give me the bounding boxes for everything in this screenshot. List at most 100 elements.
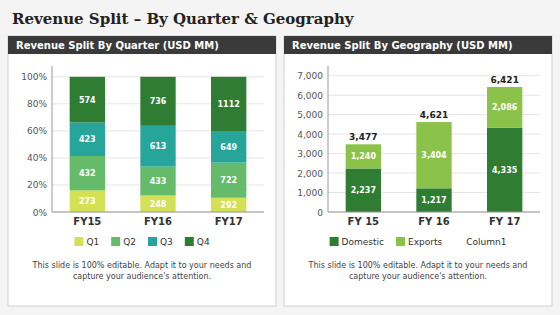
legend-swatch: [185, 237, 194, 246]
chart-page: Revenue Split – By Quarter & Geography Re…: [0, 0, 560, 315]
bar-segment: [211, 77, 246, 131]
bar-segment: [70, 190, 105, 212]
y-tick-label: 100%: [21, 72, 47, 82]
data-label: 1,217: [421, 196, 446, 205]
bar-segment: [140, 126, 175, 167]
legend-label: Q4: [197, 237, 210, 247]
data-label: 423: [79, 135, 96, 144]
bar-segment: [140, 195, 175, 212]
x-axis-line: [52, 212, 264, 213]
data-labels: 273 248 292 432 433 722 423 613 649 574 736 1112: [79, 96, 240, 210]
bars: [346, 87, 523, 212]
x-tick-label: FY16: [144, 216, 172, 227]
y-tick-label: 2,000: [297, 169, 323, 179]
x-tick-label: FY 17: [489, 216, 521, 227]
data-label: 433: [150, 177, 167, 186]
data-label: 1112: [218, 100, 240, 109]
bar-segment: [211, 131, 246, 163]
panel-background: [284, 36, 552, 306]
y-tick-label: 4,000: [297, 130, 323, 140]
chart-panel: Revenue Split By Geography (USD MM) 0 1,00…: [284, 36, 552, 306]
bars: [70, 77, 247, 212]
y-tick-label: 6,000: [297, 91, 323, 101]
data-label: 4,335: [492, 166, 518, 175]
data-labels: 2,237 1,217 4,335 1,240 3,404 2,086 3,477 4,621…: [349, 75, 519, 205]
y-tick-label: 60%: [27, 126, 47, 136]
x-tick-label: FY15: [73, 216, 101, 227]
data-label: 432: [79, 169, 96, 178]
legend-swatch: [111, 237, 120, 246]
x-tick-label: FY 16: [418, 216, 450, 227]
y-tick-label: 80%: [27, 99, 47, 109]
legend-swatch: [454, 237, 463, 246]
data-label: 613: [150, 142, 167, 151]
legend-label: Q3: [160, 237, 173, 247]
data-label: 736: [150, 97, 167, 106]
data-label: 2,086: [492, 103, 518, 112]
x-tick-label: FY17: [215, 216, 243, 227]
data-label: 2,237: [351, 186, 376, 195]
chart-title: Revenue Split By Geography (USD MM): [292, 40, 513, 51]
chart-panel: Revenue Split By Quarter (USD MM) 0% 20% 40…: [8, 36, 276, 306]
y-tick-label: 7,000: [297, 71, 323, 81]
subtitle-line: capture your audience's attention.: [73, 272, 211, 281]
grid-line: [52, 212, 264, 213]
bar-segment: [346, 144, 381, 168]
bar-segment: [487, 87, 522, 128]
bar-segment: [211, 198, 246, 212]
bar-segment: [416, 188, 451, 212]
y-tick-label: 0: [317, 208, 323, 218]
y-tick-label: 20%: [27, 180, 47, 190]
grid-line: [328, 212, 540, 213]
bar-segment: [346, 168, 381, 212]
legend-swatch: [330, 237, 339, 246]
total-label: 3,477: [349, 132, 377, 142]
y-axis: 0% 20% 40% 60% 80% 100%: [21, 66, 264, 218]
y-tick-label: 0%: [33, 208, 48, 218]
bar-segment: [487, 128, 522, 212]
legend-swatch: [148, 237, 157, 246]
data-label: 3,404: [421, 151, 447, 160]
legend-swatch: [74, 237, 83, 246]
legend-label: Domestic: [342, 237, 384, 247]
bar-segment: [211, 163, 246, 198]
chart-title: Revenue Split By Quarter (USD MM): [16, 40, 219, 51]
y-tick-label: 1,000: [297, 188, 323, 198]
bar-segment: [140, 167, 175, 196]
panel-header: [284, 36, 552, 54]
y-axis: 0 1,000 2,000 3,000 4,000 5,000 6,000 7,000: [297, 66, 540, 218]
y-tick-label: 3,000: [297, 149, 323, 159]
bar-segment: [70, 156, 105, 190]
data-label: 574: [79, 96, 96, 105]
panel-header: [8, 36, 276, 54]
panel-background: [8, 36, 276, 306]
total-label: 6,421: [490, 75, 518, 85]
y-axis-line: [52, 66, 53, 212]
page-title: Revenue Split – By Quarter & Geography: [12, 10, 355, 28]
subtitle-line: capture your audience's attention.: [349, 272, 487, 281]
y-tick-label: 40%: [27, 153, 47, 163]
legend-label: Q2: [123, 237, 136, 247]
legend: Domestic Exports Column1: [330, 237, 507, 247]
data-label: 273: [79, 197, 96, 206]
legend-label: Exports: [408, 237, 442, 247]
y-tick-label: 5,000: [297, 110, 323, 120]
x-tick-label: FY 15: [348, 216, 380, 227]
legend-label: Column1: [466, 237, 506, 247]
data-label: 1,240: [351, 152, 377, 161]
legend: Q1 Q2 Q3 Q4: [74, 237, 210, 247]
legend-label: Q1: [86, 237, 99, 247]
subtitle: This slide is 100% editable. Adapt it to…: [308, 261, 528, 281]
bar-segment: [140, 77, 175, 126]
data-label: 292: [220, 201, 237, 210]
data-label: 649: [220, 143, 237, 152]
bar-segment: [416, 122, 451, 188]
data-label: 248: [150, 200, 167, 209]
y-axis-line: [328, 66, 329, 212]
x-axis-line: [328, 212, 540, 213]
total-label: 4,621: [420, 110, 448, 120]
legend-swatch: [396, 237, 405, 246]
subtitle-line: This slide is 100% editable. Adapt it to…: [308, 261, 528, 270]
subtitle: This slide is 100% editable. Adapt it to…: [32, 261, 252, 281]
data-label: 722: [220, 176, 237, 185]
